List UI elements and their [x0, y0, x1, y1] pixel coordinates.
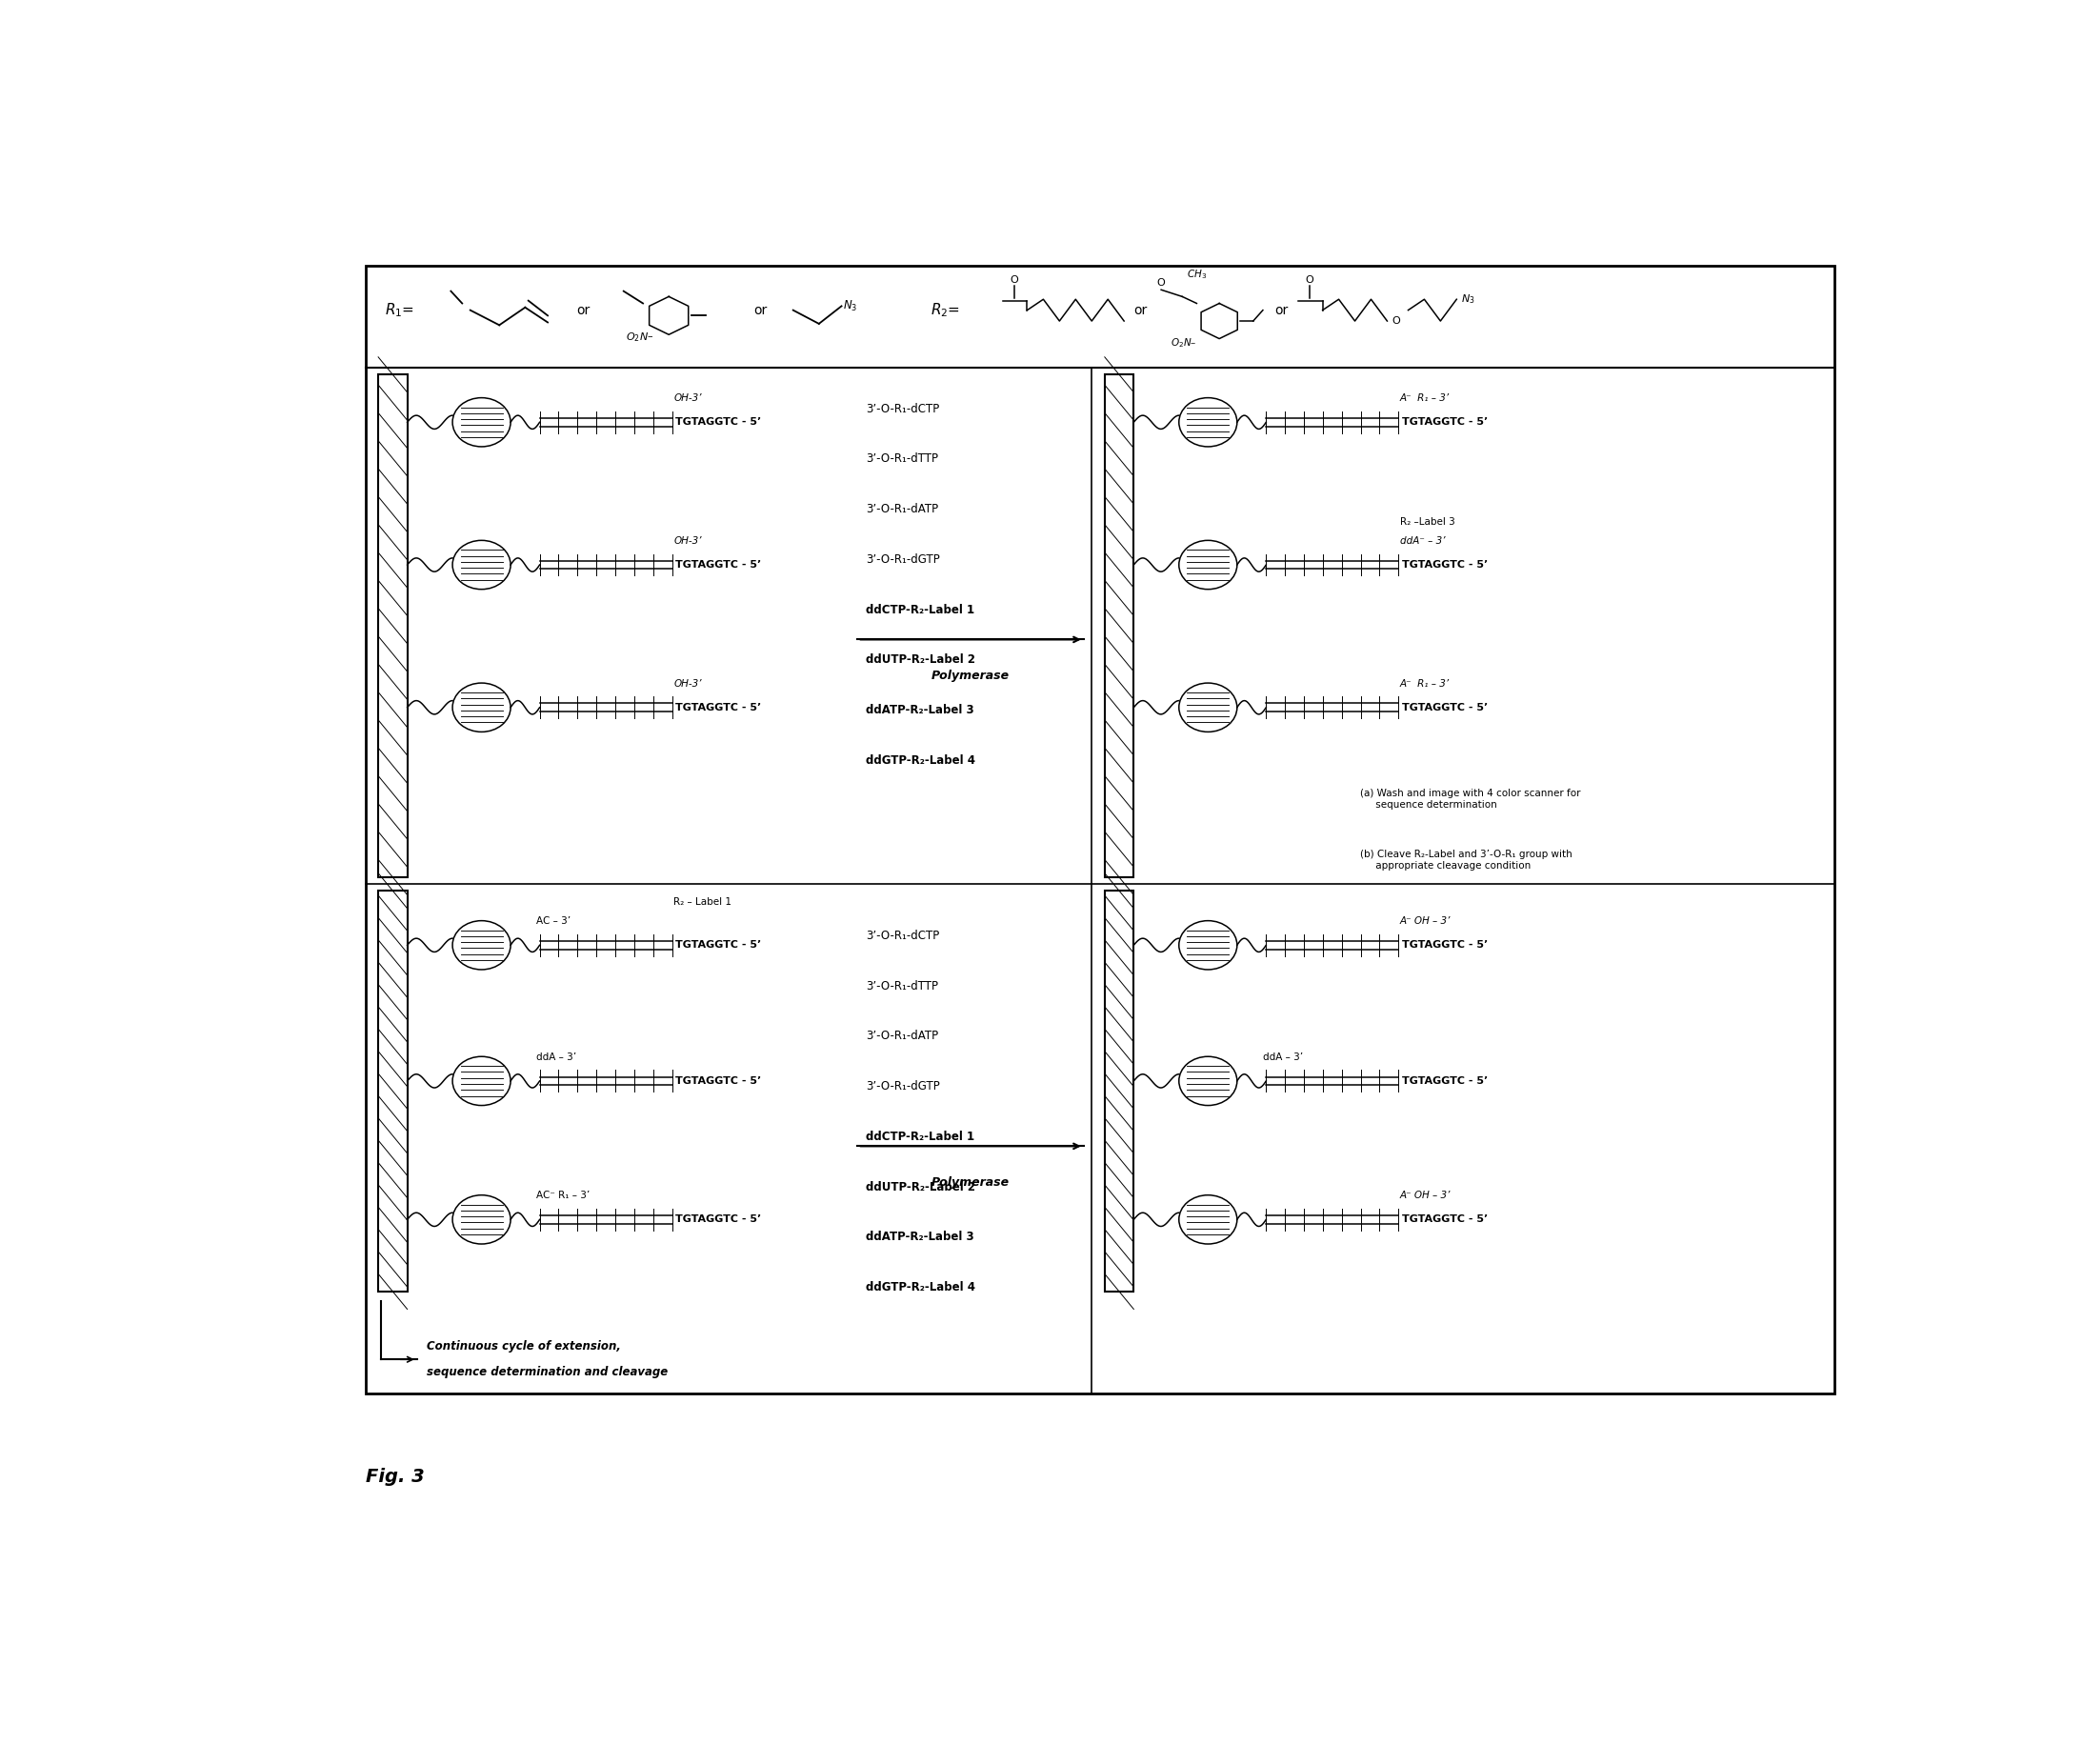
- Text: $N_3$: $N_3$: [844, 298, 858, 314]
- Text: $O_2N$–: $O_2N$–: [1171, 337, 1198, 349]
- Text: 3’-O-R₁-dTTP: 3’-O-R₁-dTTP: [867, 453, 937, 466]
- Text: OH-3’: OH-3’: [673, 536, 702, 545]
- Bar: [1104, 891, 1133, 1291]
- Text: TGTAGGTC - 5’: TGTAGGTC - 5’: [675, 1076, 760, 1085]
- Text: TGTAGGTC - 5’: TGTAGGTC - 5’: [1402, 1076, 1487, 1085]
- Text: ddA⁻ – 3’: ddA⁻ – 3’: [1400, 536, 1446, 545]
- Text: TGTAGGTC - 5’: TGTAGGTC - 5’: [1402, 940, 1487, 949]
- Text: Polymerase: Polymerase: [931, 1177, 1010, 1189]
- Text: OH-3’: OH-3’: [673, 393, 702, 404]
- Text: AC⁻ R₁ – 3’: AC⁻ R₁ – 3’: [537, 1191, 589, 1201]
- Text: AC – 3’: AC – 3’: [537, 917, 571, 926]
- Text: or: or: [754, 303, 769, 318]
- Text: or: or: [1275, 303, 1287, 318]
- Text: 3’-O-R₁-dCTP: 3’-O-R₁-dCTP: [867, 402, 939, 415]
- Text: ddA – 3’: ddA – 3’: [1262, 1053, 1304, 1062]
- Text: 3’-O-R₁-dTTP: 3’-O-R₁-dTTP: [867, 979, 937, 991]
- Text: (a) Wash and image with 4 color scanner for
     sequence determination: (a) Wash and image with 4 color scanner …: [1360, 789, 1581, 810]
- Text: TGTAGGTC - 5’: TGTAGGTC - 5’: [1402, 561, 1487, 570]
- Text: ddUTP-R₂-Label 2: ddUTP-R₂-Label 2: [867, 654, 975, 667]
- Text: A⁻ OH – 3’: A⁻ OH – 3’: [1400, 1191, 1452, 1201]
- Text: (b) Cleave R₂-Label and 3’-O-R₁ group with
     appropriate cleavage condition: (b) Cleave R₂-Label and 3’-O-R₁ group wi…: [1360, 850, 1573, 871]
- Text: R₂ – Label 1: R₂ – Label 1: [673, 898, 731, 907]
- Text: TGTAGGTC - 5’: TGTAGGTC - 5’: [675, 1215, 760, 1224]
- Text: ddA – 3’: ddA – 3’: [537, 1053, 577, 1062]
- Text: or: or: [1133, 303, 1148, 318]
- Text: $CH_3$: $CH_3$: [1187, 268, 1206, 282]
- Text: or: or: [577, 303, 589, 318]
- Text: A⁻ OH – 3’: A⁻ OH – 3’: [1400, 917, 1452, 926]
- Text: 3’-O-R₁-dGTP: 3’-O-R₁-dGTP: [867, 554, 939, 566]
- Bar: [365, 266, 1835, 1394]
- Text: TGTAGGTC - 5’: TGTAGGTC - 5’: [1402, 1215, 1487, 1224]
- Text: A⁻  R₁ – 3’: A⁻ R₁ – 3’: [1400, 679, 1450, 688]
- Text: TGTAGGTC - 5’: TGTAGGTC - 5’: [675, 940, 760, 949]
- Text: 3’-O-R₁-dGTP: 3’-O-R₁-dGTP: [867, 1080, 939, 1092]
- Text: 3’-O-R₁-dCTP: 3’-O-R₁-dCTP: [867, 930, 939, 942]
- Text: ddGTP-R₂-Label 4: ddGTP-R₂-Label 4: [867, 1281, 975, 1293]
- Text: A⁻  R₁ – 3’: A⁻ R₁ – 3’: [1400, 393, 1450, 404]
- Bar: [379, 891, 408, 1291]
- Text: $N_3$: $N_3$: [1462, 293, 1475, 305]
- Text: ddATP-R₂-Label 3: ddATP-R₂-Label 3: [867, 704, 975, 716]
- Text: $R_2$=: $R_2$=: [931, 302, 960, 319]
- Text: 3’-O-R₁-dATP: 3’-O-R₁-dATP: [867, 503, 937, 515]
- Text: Polymerase: Polymerase: [931, 669, 1010, 683]
- Text: ddCTP-R₂-Label 1: ddCTP-R₂-Label 1: [867, 603, 975, 616]
- Text: ddGTP-R₂-Label 4: ddGTP-R₂-Label 4: [867, 755, 975, 767]
- Text: ddCTP-R₂-Label 1: ddCTP-R₂-Label 1: [867, 1131, 975, 1143]
- Text: O: O: [1010, 275, 1019, 286]
- Text: R₂ –Label 3: R₂ –Label 3: [1400, 517, 1456, 527]
- Text: TGTAGGTC - 5’: TGTAGGTC - 5’: [1402, 418, 1487, 427]
- Text: O: O: [1306, 275, 1314, 286]
- Text: sequence determination and cleavage: sequence determination and cleavage: [427, 1365, 669, 1379]
- Text: ddUTP-R₂-Label 2: ddUTP-R₂-Label 2: [867, 1180, 975, 1192]
- Text: OH-3’: OH-3’: [673, 679, 702, 688]
- Text: TGTAGGTC - 5’: TGTAGGTC - 5’: [675, 418, 760, 427]
- Text: 3’-O-R₁-dATP: 3’-O-R₁-dATP: [867, 1030, 937, 1043]
- Bar: [1104, 374, 1133, 877]
- Text: TGTAGGTC - 5’: TGTAGGTC - 5’: [675, 561, 760, 570]
- Text: $O_2N$–: $O_2N$–: [625, 330, 654, 344]
- Text: ddATP-R₂-Label 3: ddATP-R₂-Label 3: [867, 1231, 975, 1244]
- Text: $R_1$=: $R_1$=: [385, 302, 415, 319]
- Text: O: O: [1391, 316, 1400, 326]
- Text: Fig. 3: Fig. 3: [365, 1468, 425, 1487]
- Text: TGTAGGTC - 5’: TGTAGGTC - 5’: [675, 702, 760, 713]
- Text: Continuous cycle of extension,: Continuous cycle of extension,: [427, 1341, 621, 1353]
- Text: O: O: [1156, 279, 1164, 288]
- Text: TGTAGGTC - 5’: TGTAGGTC - 5’: [1402, 702, 1487, 713]
- Bar: [379, 374, 408, 877]
